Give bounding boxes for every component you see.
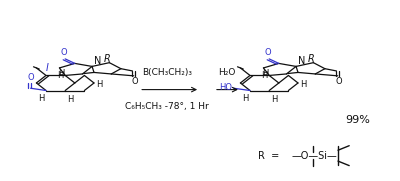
Text: H: H xyxy=(96,80,102,89)
Text: H: H xyxy=(242,94,248,103)
Text: O: O xyxy=(335,77,342,86)
Text: H₂O: H₂O xyxy=(218,68,236,77)
Text: R: R xyxy=(308,54,314,64)
Text: R  =: R = xyxy=(258,151,279,161)
Text: —O—Si—: —O—Si— xyxy=(292,151,338,161)
Text: HO: HO xyxy=(219,83,232,92)
Text: N: N xyxy=(94,56,101,66)
Text: O: O xyxy=(61,48,68,57)
Text: H: H xyxy=(300,80,306,89)
Text: H: H xyxy=(38,94,44,103)
Text: H: H xyxy=(57,71,64,80)
Text: I: I xyxy=(46,63,49,73)
Text: O: O xyxy=(27,73,34,82)
Text: H: H xyxy=(262,69,268,78)
Text: O: O xyxy=(265,48,272,57)
Text: H: H xyxy=(261,71,268,80)
Text: O: O xyxy=(131,77,138,86)
Text: R: R xyxy=(104,54,110,64)
Text: H: H xyxy=(67,95,74,104)
Text: C₆H₅CH₃ -78°, 1 Hr: C₆H₅CH₃ -78°, 1 Hr xyxy=(125,102,209,111)
Text: B(CH₃CH₂)₃: B(CH₃CH₂)₃ xyxy=(142,68,192,77)
Text: 99%: 99% xyxy=(346,115,370,125)
Text: H: H xyxy=(58,69,64,78)
Text: N: N xyxy=(298,56,305,66)
Text: H: H xyxy=(271,95,278,104)
